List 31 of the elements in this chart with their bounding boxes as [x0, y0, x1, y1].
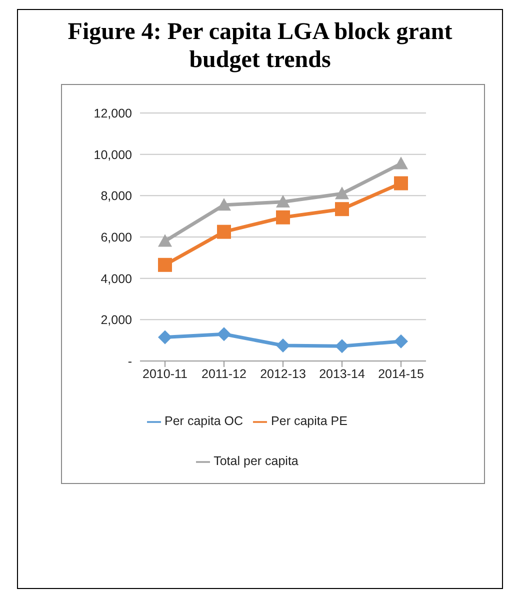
point	[276, 338, 290, 352]
point	[158, 234, 172, 247]
y-tick-label: -	[128, 354, 132, 368]
y-tick-label: 4,000	[100, 272, 132, 286]
point	[217, 198, 231, 211]
point	[394, 334, 408, 348]
point	[394, 176, 408, 190]
point	[394, 156, 408, 170]
x-tick-label: 2011-12	[202, 366, 247, 381]
y-tick-label: 12,000	[94, 106, 132, 120]
point	[217, 327, 231, 342]
y-tick-label: 10,000	[94, 148, 132, 162]
point	[158, 258, 172, 272]
point	[276, 194, 290, 208]
y-tick-label: 6,000	[100, 230, 132, 244]
legend-label: Per capita OC	[164, 414, 244, 428]
point	[217, 224, 231, 239]
y-tick-label: 8,000	[100, 189, 132, 204]
point	[335, 202, 349, 216]
legend-label: Total per capita	[214, 454, 298, 468]
x-tick-label: 2013-14	[319, 366, 365, 381]
legend-label: Per capita PE	[271, 414, 348, 428]
point	[276, 210, 290, 224]
x-tick-label: 2010-11	[142, 366, 188, 381]
point	[335, 186, 349, 200]
x-tick-label: 2012-13	[260, 366, 306, 381]
x-tick-label: 2014-15	[378, 366, 424, 381]
point	[158, 330, 172, 344]
point	[335, 339, 349, 354]
chart-title: Figure 4: Per capita LGA block grant budget trends	[66, 18, 454, 74]
y-tick-label: 2,000	[100, 313, 132, 328]
